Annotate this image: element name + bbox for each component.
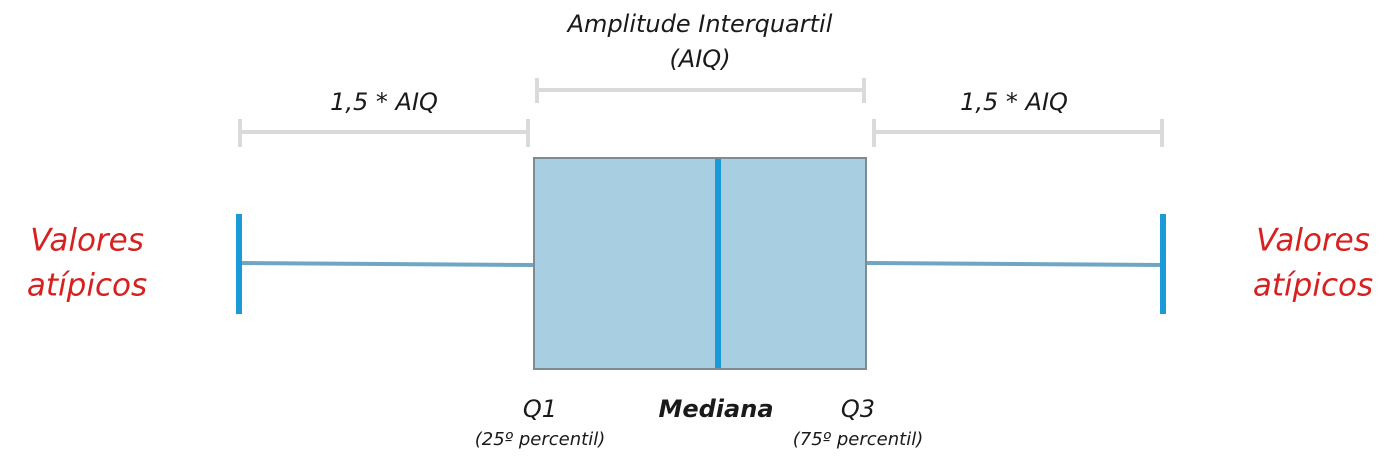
q3-label: Q3: [841, 395, 875, 423]
left-whisker: [239, 261, 535, 267]
left-range-label: 1,5 * AIQ: [330, 88, 438, 116]
q3-note: (75º percentil): [793, 429, 924, 450]
iqr-abbrev: (AIQ): [669, 45, 730, 73]
median-label: Mediana: [658, 395, 773, 423]
right-range-label: 1,5 * AIQ: [960, 88, 1068, 116]
iqr-title: Amplitude Interquartil: [566, 10, 833, 38]
q1-note: (25º percentil): [475, 429, 606, 450]
left-outliers: atípicos: [27, 268, 147, 304]
right-whisker: [865, 261, 1163, 267]
right-outliers: Valores: [1256, 223, 1370, 259]
right-range-bracket: [872, 119, 1164, 147]
iqr-bracket: [535, 78, 866, 103]
right-outliers: atípicos: [1253, 268, 1373, 304]
left-range-bracket: [238, 119, 530, 147]
q1-label: Q1: [523, 395, 557, 423]
box: [533, 157, 867, 370]
left-outliers: Valores: [30, 223, 144, 259]
